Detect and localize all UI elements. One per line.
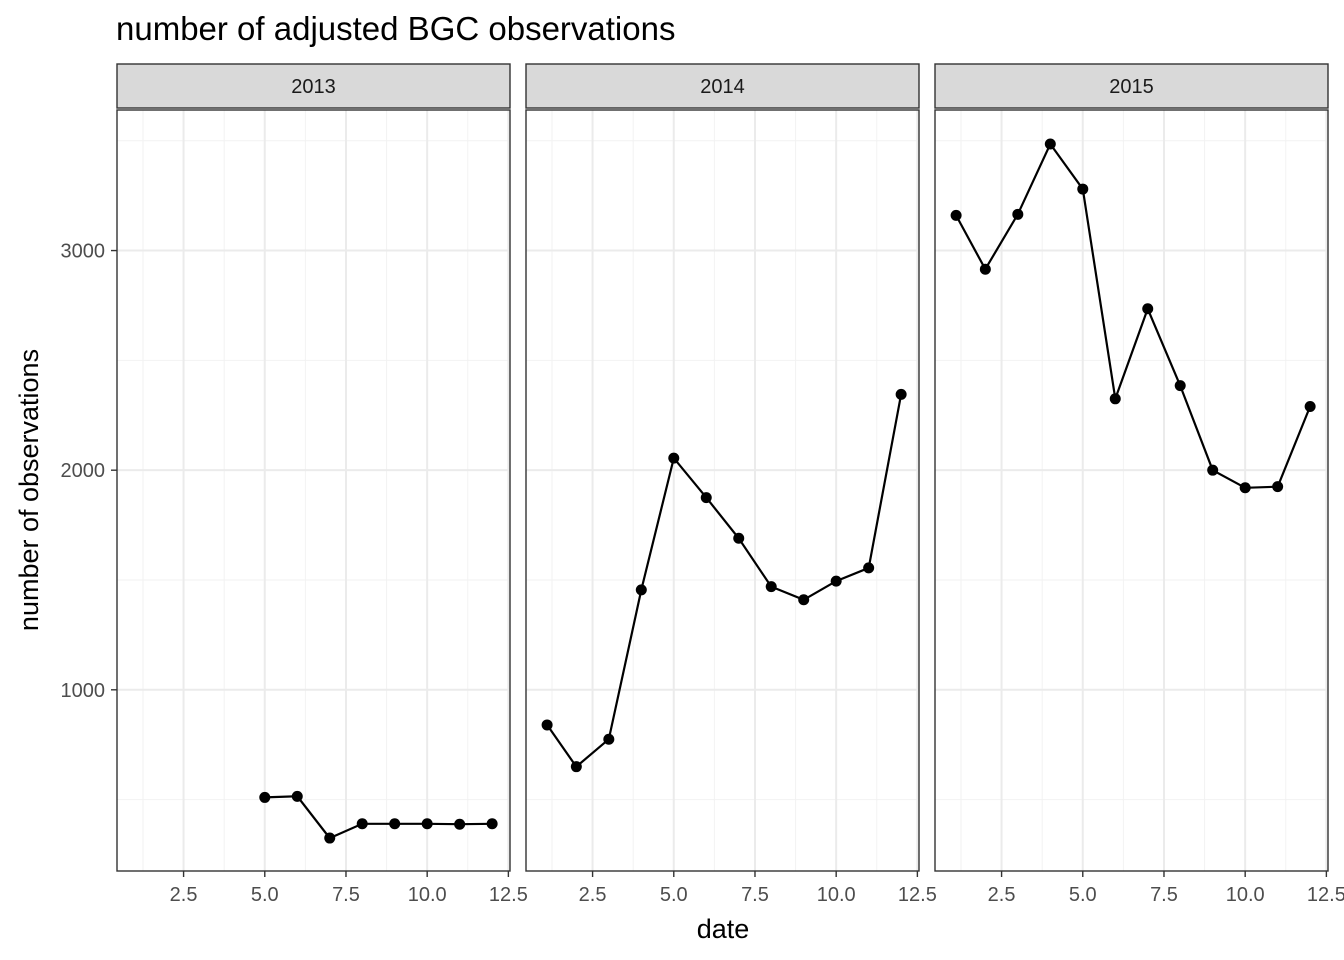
panel-border	[934, 109, 1329, 872]
x-tick-label: 10.0	[817, 884, 856, 906]
x-axis-title: date	[697, 914, 750, 944]
y-axis-title: number of observations	[14, 349, 44, 631]
panel-background	[117, 110, 510, 871]
data-point	[454, 818, 466, 830]
x-tick-label: 2.5	[170, 884, 198, 906]
y-tick-label: 3000	[61, 241, 106, 263]
x-tick-label: 2.5	[579, 884, 607, 906]
y-tick-label: 1000	[61, 680, 106, 702]
data-point	[733, 532, 745, 544]
facet-panels: 2013 2.5 5.0 7.5 10.0 12.5 2014 2.5 5.0 7.5 10.0 12…	[116, 63, 1344, 906]
data-point	[1044, 138, 1056, 150]
data-point	[765, 581, 777, 593]
x-tick-label: 12.5	[1307, 884, 1344, 906]
data-point	[830, 575, 842, 587]
x-tick-label: 7.5	[1150, 884, 1178, 906]
x-tick-label: 5.0	[660, 884, 688, 906]
panel-background	[526, 110, 919, 871]
x-tick-label: 5.0	[251, 884, 279, 906]
panel-border	[116, 109, 511, 872]
data-point	[324, 832, 336, 844]
x-tick-label: 7.5	[741, 884, 769, 906]
data-point	[1272, 481, 1284, 493]
facet-strip	[116, 63, 511, 109]
facet-strip	[525, 63, 920, 109]
x-tick-label: 7.5	[332, 884, 360, 906]
facet-panel-2015: 2015 2.5 5.0 7.5 10.0 12.5	[934, 63, 1344, 906]
facet-strip-label: 2013	[291, 76, 336, 98]
data-point	[700, 492, 712, 504]
data-point	[389, 818, 401, 830]
data-point	[356, 818, 368, 830]
panel-border	[525, 109, 920, 872]
facet-strip-label: 2014	[700, 76, 745, 98]
data-point	[668, 452, 680, 464]
data-point	[798, 594, 810, 606]
data-point	[1304, 400, 1316, 412]
data-point	[1239, 482, 1251, 494]
data-point	[1109, 393, 1121, 405]
data-point	[1207, 464, 1219, 476]
facet-strip	[934, 63, 1329, 109]
data-point	[603, 733, 615, 745]
data-point	[1012, 208, 1024, 220]
y-axis: 1000 2000 3000	[61, 241, 117, 702]
data-point	[421, 818, 433, 830]
x-tick-label: 10.0	[408, 884, 447, 906]
data-point	[541, 719, 553, 731]
x-tick-label: 5.0	[1069, 884, 1097, 906]
facet-panel-2014: 2014 2.5 5.0 7.5 10.0 12.5	[525, 63, 937, 906]
data-point	[1174, 380, 1186, 392]
data-point	[291, 790, 303, 802]
facet-strip-label: 2015	[1109, 76, 1154, 98]
data-point	[486, 818, 498, 830]
series-line	[546, 394, 903, 769]
data-point	[570, 761, 582, 773]
data-point	[979, 263, 991, 275]
x-tick-label: 12.5	[898, 884, 937, 906]
data-point	[635, 584, 647, 596]
x-tick-label: 12.5	[489, 884, 528, 906]
data-point	[863, 562, 875, 574]
x-tick-label: 10.0	[1226, 884, 1265, 906]
data-point	[259, 791, 271, 803]
data-point	[1142, 303, 1154, 315]
chart-title: number of adjusted BGC observations	[116, 10, 675, 47]
data-point	[895, 388, 907, 400]
x-tick-label: 2.5	[988, 884, 1016, 906]
data-point	[1077, 183, 1089, 195]
data-point	[950, 209, 962, 221]
panel-background	[935, 110, 1328, 871]
y-tick-label: 2000	[61, 460, 106, 482]
facet-panel-2013: 2013 2.5 5.0 7.5 10.0 12.5	[116, 63, 528, 906]
